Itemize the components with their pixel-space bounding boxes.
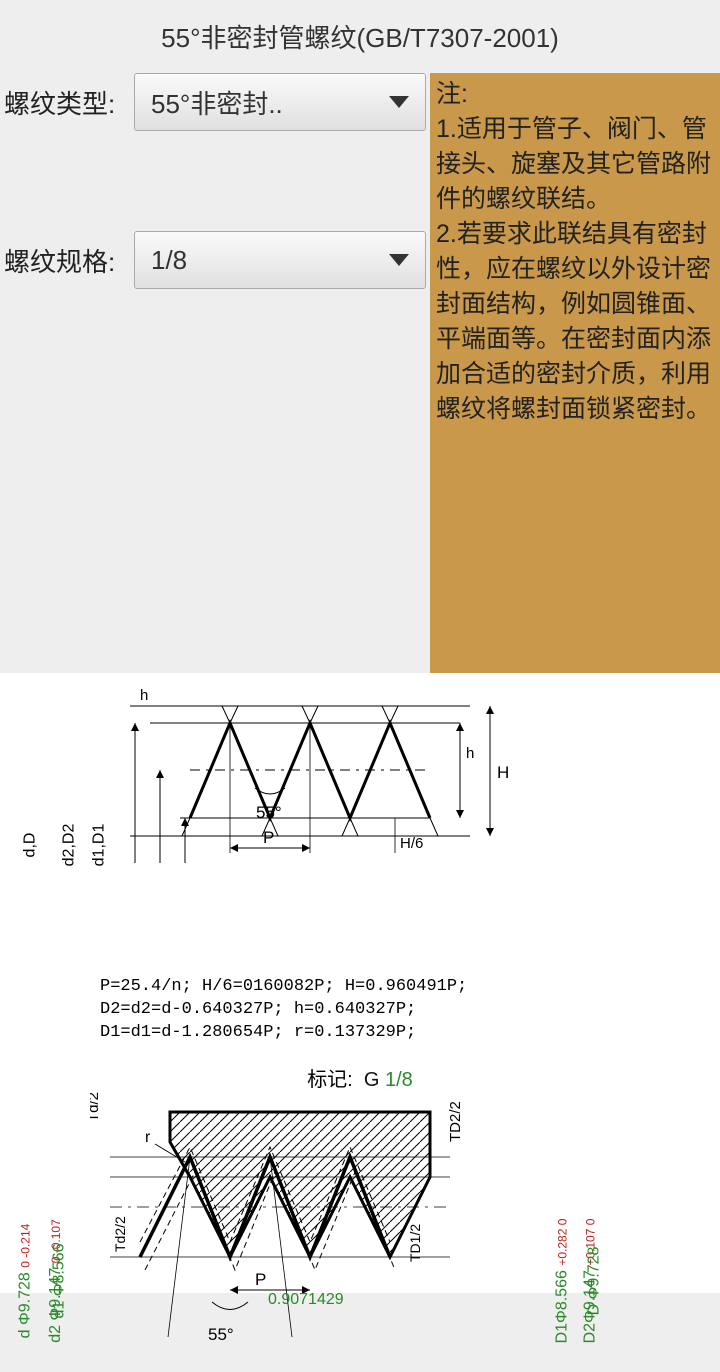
svg-text:r: r — [145, 1129, 151, 1146]
type-label: 螺纹类型: — [4, 84, 134, 121]
marker-label: 标记: G 1/8 — [0, 1063, 720, 1092]
dimension-label: d Φ9.728 0 -0.214 — [16, 1223, 34, 1338]
formula-line-2: D2=d2=d-0.640327P; h=0.640327P; — [100, 999, 720, 1022]
formulas: P=25.4/n; H/6=0160082P; H=0.960491P; D2=… — [100, 976, 720, 1045]
tolerance-svg: r 55° P 0.9071429 Td/2 Td2/2 TD2/2 TD1/2 — [90, 1092, 490, 1352]
thread-profile-diagram: 55° P h H h H/6 — [100, 688, 720, 968]
svg-text:P: P — [263, 828, 274, 847]
notes-panel: 注: 1.适用于管子、阀门、管接头、旋塞及其它管路附件的螺纹联结。 2.若要求此… — [430, 73, 720, 673]
svg-text:H: H — [497, 763, 509, 782]
svg-text:TD2/2: TD2/2 — [447, 1101, 464, 1142]
svg-text:55°: 55° — [208, 1325, 234, 1344]
dimension-label: D1Φ8.566 +0.282 0 — [553, 1218, 571, 1343]
page-title: 55°非密封管螺纹(GB/T7307-2001) — [0, 0, 720, 73]
svg-text:TD1/2: TD1/2 — [407, 1223, 423, 1261]
chevron-down-icon — [389, 96, 409, 108]
spec-label: 螺纹规格: — [4, 242, 134, 279]
dimension-label: D Φ9.728 — [585, 1246, 603, 1315]
tolerance-diagram: r 55° P 0.9071429 Td/2 Td2/2 TD2/2 TD1/2… — [0, 1092, 720, 1372]
thread-profile-svg: 55° P h H h H/6 — [100, 688, 520, 863]
dD-label: d,D — [21, 833, 39, 858]
svg-text:h: h — [140, 688, 148, 704]
d1D1-label: d1,D1 — [90, 824, 108, 867]
formula-line-3: D1=d1=d-1.280654P; r=0.137329P; — [100, 1022, 720, 1045]
top-area: 螺纹类型: 55°非密封.. 螺纹规格: 1/8 注: 1.适用于管子、阀门、管… — [0, 73, 720, 673]
thread-type-value: 55°非密封.. — [151, 84, 283, 121]
diagram-area: 55° P h H h H/6 — [0, 673, 720, 1293]
svg-text:55°: 55° — [256, 803, 282, 822]
d2D2-label: d2,D2 — [60, 824, 78, 867]
formula-line-1: P=25.4/n; H/6=0160082P; H=0.960491P; — [100, 976, 720, 999]
svg-text:h: h — [466, 745, 474, 762]
chevron-down-icon — [389, 254, 409, 266]
svg-text:Td2/2: Td2/2 — [112, 1216, 128, 1252]
notes-item-2: 2.若要求此联结具有密封性，应在螺纹以外设计密封面结构，例如圆锥面、平端面等。在… — [436, 217, 714, 427]
svg-text:0.9071429: 0.9071429 — [268, 1291, 344, 1308]
notes-item-1: 1.适用于管子、阀门、管接头、旋塞及其它管路附件的螺纹联结。 — [436, 112, 714, 217]
thread-spec-dropdown[interactable]: 1/8 — [134, 231, 426, 289]
dimension-label: d1 Φ8.566 — [51, 1243, 69, 1318]
controls-panel: 螺纹类型: 55°非密封.. 螺纹规格: 1/8 — [0, 73, 430, 673]
thread-spec-value: 1/8 — [151, 245, 187, 276]
svg-text:H/6: H/6 — [400, 835, 423, 852]
notes-title: 注: — [436, 77, 714, 112]
thread-type-dropdown[interactable]: 55°非密封.. — [134, 73, 426, 131]
svg-text:Td/2: Td/2 — [90, 1092, 102, 1122]
svg-text:P: P — [255, 1270, 266, 1289]
